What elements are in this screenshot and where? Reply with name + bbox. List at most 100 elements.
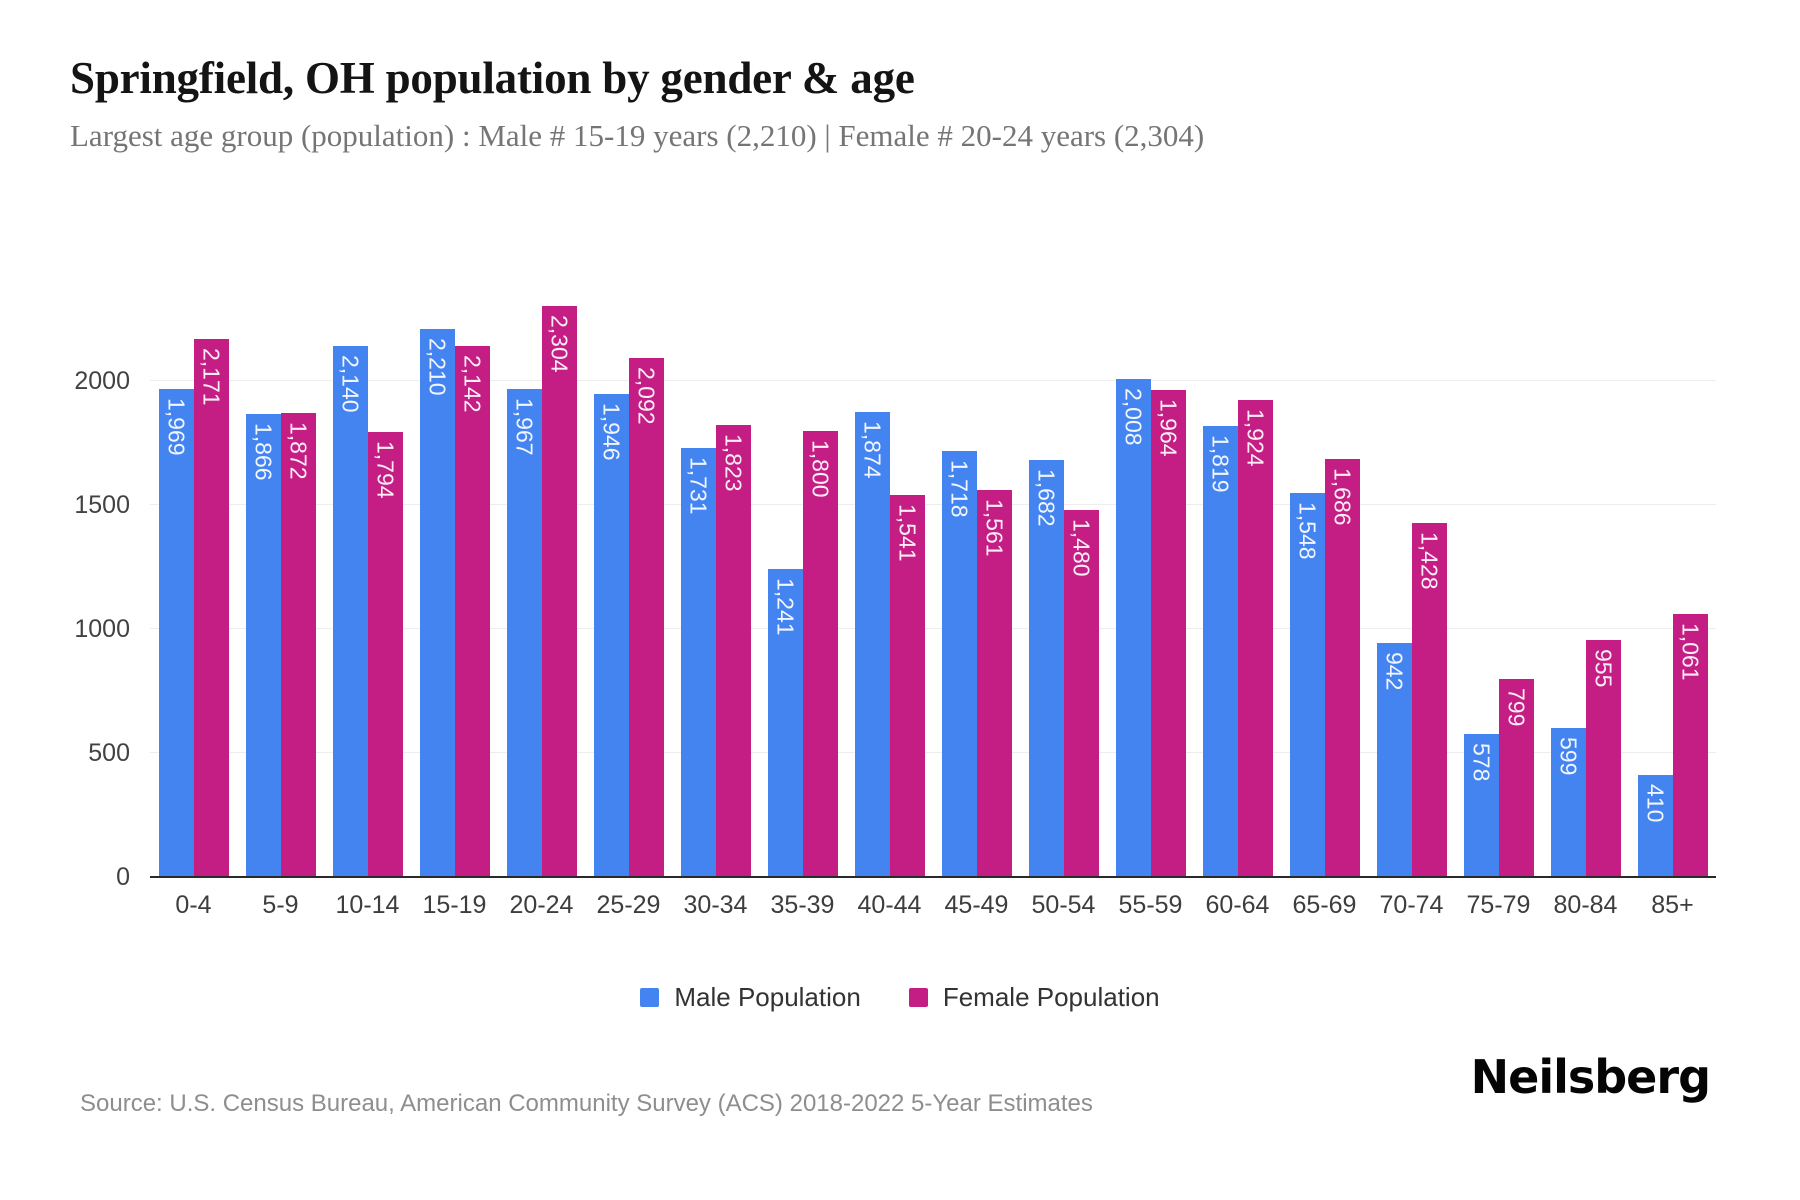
bar-male-45-49[interactable]: 1,718	[941, 450, 977, 877]
bar-value-male-20-24: 1,967	[511, 398, 538, 456]
bar-female-85plus[interactable]: 1,061	[1672, 613, 1708, 877]
x-label-55-59: 55-59	[1118, 891, 1183, 919]
bar-female-15-19[interactable]: 2,142	[454, 345, 490, 877]
y-axis: 0 500 1000 1500 2000	[30, 262, 140, 891]
bar-female-40-44[interactable]: 1,541	[889, 494, 925, 877]
plot-area: 1,969 1,866 2,140 2,210 1,967 1,946 1,731 1,241…	[150, 262, 1716, 878]
bar-male-75-79[interactable]: 578	[1463, 733, 1499, 877]
y-tick-1000: 1000	[74, 615, 130, 644]
x-label-65-69: 65-69	[1292, 891, 1357, 919]
bar-male-15-19[interactable]: 2,210	[419, 328, 455, 877]
bar-value-male-70-74: 942	[1381, 652, 1408, 691]
bar-value-male-55-59: 2,008	[1120, 388, 1147, 446]
legend: Male Population Female Population	[0, 982, 1800, 1013]
bar-male-40-44[interactable]: 1,874	[854, 412, 890, 877]
bar-value-female-65-69: 1,686	[1329, 467, 1356, 526]
x-label-70-74: 70-74	[1379, 891, 1444, 919]
bar-male-0-4[interactable]: 1,969	[158, 388, 194, 877]
bar-value-female-85plus: 1,061	[1677, 622, 1704, 681]
bar-male-35-39[interactable]: 1,241	[767, 569, 803, 877]
gridline-2000	[150, 380, 1716, 382]
bar-male-85plus[interactable]: 410	[1637, 775, 1673, 877]
bar-value-male-60-64: 1,819	[1207, 434, 1234, 493]
x-label-40-44: 40-44	[857, 891, 922, 919]
bar-value-male-0-4: 1,969	[163, 397, 190, 456]
bar-value-female-80-84: 955	[1590, 649, 1617, 688]
bar-value-female-10-14: 1,794	[372, 441, 399, 499]
bar-male-55-59[interactable]: 2,008	[1115, 379, 1151, 877]
bar-value-female-50-54: 1,480	[1068, 518, 1095, 577]
gridline-1000	[150, 628, 1716, 630]
x-label-25-29: 25-29	[596, 891, 661, 919]
bar-male-80-84[interactable]: 599	[1550, 728, 1586, 877]
bar-value-male-85plus: 410	[1642, 784, 1669, 823]
bar-value-female-70-74: 1,428	[1416, 531, 1443, 590]
bar-value-male-15-19: 2,210	[424, 337, 451, 396]
bar-female-65-69[interactable]: 1,686	[1324, 458, 1360, 877]
chart-title: Springfield, OH population by gender & a…	[70, 53, 915, 103]
bar-male-60-64[interactable]: 1,819	[1202, 425, 1238, 877]
bar-value-male-75-79: 578	[1468, 742, 1495, 782]
bar-value-male-65-69: 1,548	[1294, 502, 1321, 560]
bar-female-60-64[interactable]: 1,924	[1237, 399, 1273, 877]
bar-female-80-84[interactable]: 955	[1585, 640, 1621, 877]
bar-male-10-14[interactable]: 2,140	[332, 346, 368, 877]
bar-female-0-4[interactable]: 2,171	[193, 338, 229, 877]
bar-value-male-25-29: 1,946	[598, 403, 625, 461]
bar-female-75-79[interactable]: 799	[1498, 678, 1534, 877]
bar-female-10-14[interactable]: 1,794	[367, 432, 403, 877]
bar-value-male-5-9: 1,866	[250, 423, 277, 481]
x-label-85plus: 85+	[1651, 891, 1694, 919]
bar-value-male-40-44: 1,874	[859, 421, 886, 479]
bar-female-55-59[interactable]: 1,964	[1150, 389, 1186, 877]
bar-value-male-50-54: 1,682	[1033, 468, 1060, 527]
bar-value-female-55-59: 1,964	[1155, 398, 1182, 457]
bar-value-female-45-49: 1,561	[981, 498, 1008, 557]
gridline-1500	[150, 504, 1716, 506]
brand-logo: Neilsberg	[1470, 1050, 1711, 1104]
bar-value-female-20-24: 2,304	[546, 314, 573, 373]
bar-value-female-30-34: 1,823	[720, 433, 747, 492]
bar-female-35-39[interactable]: 1,800	[802, 430, 838, 877]
bar-value-female-15-19: 2,142	[459, 354, 486, 413]
x-axis-labels: 0-4 5-9 10-14 15-19 20-24 25-29 30-34 35-39 40-4…	[150, 891, 1716, 923]
bar-value-female-60-64: 1,924	[1242, 408, 1269, 467]
bar-male-25-29[interactable]: 1,946	[593, 394, 629, 877]
legend-swatch-male-icon	[640, 988, 660, 1007]
bar-value-female-75-79: 799	[1503, 687, 1530, 727]
x-label-50-54: 50-54	[1031, 891, 1096, 919]
source-text: Source: U.S. Census Bureau, American Com…	[80, 1090, 1093, 1117]
bar-male-65-69[interactable]: 1,548	[1289, 493, 1325, 877]
bar-female-30-34[interactable]: 1,823	[715, 424, 751, 877]
bar-female-25-29[interactable]: 2,092	[628, 358, 664, 877]
bar-female-70-74[interactable]: 1,428	[1411, 522, 1447, 877]
bar-male-50-54[interactable]: 1,682	[1028, 459, 1064, 877]
bar-value-female-40-44: 1,541	[894, 503, 921, 562]
bar-value-female-0-4: 2,171	[198, 347, 225, 406]
bar-value-male-45-49: 1,718	[946, 459, 973, 518]
bar-male-5-9[interactable]: 1,866	[245, 414, 281, 877]
x-axis-line	[150, 876, 1716, 878]
bar-value-male-10-14: 2,140	[337, 355, 364, 413]
bar-female-5-9[interactable]: 1,872	[280, 412, 316, 877]
x-label-0-4: 0-4	[175, 891, 212, 919]
legend-label-female: Female Population	[942, 982, 1160, 1012]
bar-value-male-30-34: 1,731	[685, 456, 712, 515]
bar-female-45-49[interactable]: 1,561	[976, 489, 1012, 877]
legend-item-female[interactable]: Female Population	[908, 982, 1160, 1013]
y-tick-1500: 1500	[74, 491, 130, 520]
bar-male-30-34[interactable]: 1,731	[680, 447, 716, 877]
gridline-500	[150, 752, 1716, 754]
bar-female-20-24[interactable]: 2,304	[541, 305, 577, 877]
bar-value-female-25-29: 2,092	[633, 367, 660, 425]
bar-male-70-74[interactable]: 942	[1376, 643, 1412, 877]
bar-male-20-24[interactable]: 1,967	[506, 389, 542, 877]
x-label-20-24: 20-24	[509, 891, 574, 919]
bar-value-male-35-39: 1,241	[772, 578, 799, 636]
bar-value-female-35-39: 1,800	[807, 439, 834, 498]
y-tick-500: 500	[88, 739, 130, 767]
bar-female-50-54[interactable]: 1,480	[1063, 509, 1099, 877]
x-label-60-64: 60-64	[1205, 891, 1270, 919]
y-tick-2000: 2000	[74, 367, 130, 396]
legend-item-male[interactable]: Male Population	[640, 982, 861, 1013]
